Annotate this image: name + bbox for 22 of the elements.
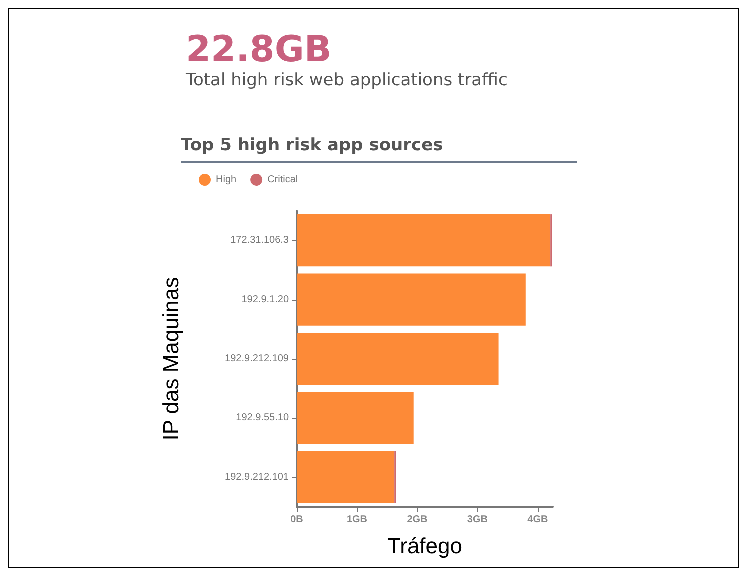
x-tick-label: 2GB (407, 514, 428, 526)
text: Top 5 high risk app sources (181, 136, 444, 156)
legend-label: High (216, 174, 237, 186)
y-tick-label: 192.9.212.101 (225, 472, 290, 483)
y-axis-title: IP das Maquinas (158, 277, 184, 441)
bar (297, 392, 414, 444)
y-tick-label: 172.31.106.3 (230, 235, 290, 246)
bar (297, 451, 395, 504)
chart-title: 22.8GB (186, 30, 332, 70)
chart-subtitle: Total high risk web applications traffic (185, 70, 508, 90)
y-tick-label: 192.9.1.20 (242, 294, 290, 306)
bar (297, 214, 551, 267)
bar (297, 274, 526, 326)
y-tick-label: 192.9.55.10 (236, 412, 290, 424)
y-tick-label: 192.9.212.109 (225, 354, 290, 364)
x-tick-label: 3GB (467, 514, 488, 526)
x-tick-label: 4GB (528, 514, 548, 526)
bar (297, 332, 499, 386)
x-tick-label: 1GB (346, 514, 368, 526)
legend-label: Critical (268, 174, 298, 186)
x-axis-title: Tráfego (387, 534, 463, 558)
x-tick-label: 0B (290, 514, 304, 526)
